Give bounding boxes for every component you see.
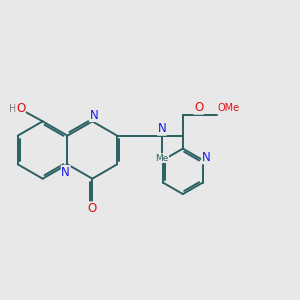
Text: N: N (61, 166, 70, 178)
Text: O: O (88, 202, 97, 215)
Text: N: N (202, 151, 210, 164)
Text: Me: Me (155, 154, 169, 163)
Text: H: H (9, 104, 16, 114)
Text: N: N (90, 109, 98, 122)
Text: OMe: OMe (217, 103, 239, 113)
Text: O: O (194, 101, 203, 114)
Text: O: O (16, 102, 25, 115)
Text: N: N (158, 122, 166, 135)
